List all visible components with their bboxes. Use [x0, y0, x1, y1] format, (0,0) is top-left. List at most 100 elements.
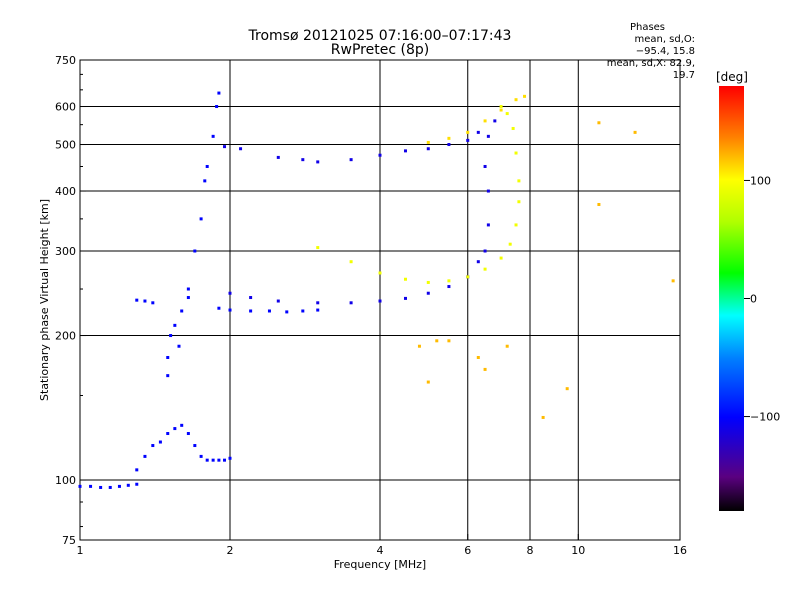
data-point: [466, 275, 470, 279]
data-point: [276, 299, 280, 303]
phase-info: Phases mean, sd,O: −95.4, 15.8 mean, sd,…: [600, 22, 695, 82]
data-point: [239, 147, 243, 151]
data-point: [426, 380, 430, 384]
data-point: [511, 126, 515, 130]
x-tick-label: 8: [527, 544, 534, 557]
data-point: [193, 444, 197, 448]
x-tick-label: 4: [377, 544, 384, 557]
data-point: [486, 189, 490, 193]
data-point: [378, 153, 382, 157]
data-point: [186, 287, 190, 291]
data-point: [223, 458, 227, 462]
data-point: [403, 296, 407, 300]
grid-lines: [80, 60, 680, 540]
data-point: [166, 355, 170, 359]
data-point: [426, 280, 430, 284]
data-point: [597, 121, 601, 125]
data-point: [514, 223, 518, 227]
data-point: [126, 483, 130, 487]
data-point: [403, 277, 407, 281]
data-point: [173, 323, 177, 327]
y-axis-label: Stationary phase Virtual Height [km]: [38, 199, 51, 401]
axis-ticks: 1 2 4 6 8 10 16 75 100 200 300 400 500 600 750: [55, 54, 687, 557]
chart-subtitle: RwPretec (8p): [330, 42, 430, 58]
data-point: [483, 164, 487, 168]
y-tick-label: 100: [55, 474, 76, 487]
data-point: [476, 355, 480, 359]
x-tick-label: 2: [227, 544, 234, 557]
data-point: [285, 310, 289, 314]
data-point: [151, 444, 155, 448]
data-point: [426, 147, 430, 151]
data-point: [517, 179, 521, 183]
data-point: [447, 136, 451, 140]
data-point: [180, 423, 184, 427]
data-point: [78, 484, 82, 488]
data-point: [117, 484, 121, 488]
data-point: [199, 454, 203, 458]
data-point: [483, 249, 487, 253]
data-point: [158, 440, 162, 444]
data-point: [349, 158, 353, 162]
x-tick-label: 6: [464, 544, 471, 557]
data-point: [316, 301, 320, 305]
data-point: [99, 485, 103, 489]
colorbar-tick-label: 0: [750, 293, 757, 306]
phase-o-stats: mean, sd,O: −95.4, 15.8: [634, 34, 695, 57]
data-point: [541, 415, 545, 419]
data-point: [228, 308, 232, 312]
data-point: [215, 105, 219, 109]
colorbar-ticks: 100 0 −100: [744, 174, 780, 424]
data-point: [249, 309, 253, 313]
data-point: [223, 145, 227, 149]
data-point: [228, 456, 232, 460]
data-point: [193, 249, 197, 253]
data-point: [316, 160, 320, 164]
data-point: [466, 130, 470, 134]
x-tick-label: 1: [77, 544, 84, 557]
data-point: [203, 179, 207, 183]
y-tick-label: 300: [55, 245, 76, 258]
data-point: [508, 242, 512, 246]
colorbar: [719, 86, 744, 511]
data-point: [135, 482, 139, 486]
data-point: [378, 299, 382, 303]
x-tick-label: 16: [673, 544, 687, 557]
data-point: [426, 140, 430, 144]
data-point: [166, 432, 170, 436]
data-point: [89, 484, 93, 488]
data-point: [180, 309, 184, 313]
data-point: [301, 158, 305, 162]
data-point: [597, 202, 601, 206]
data-point: [301, 309, 305, 313]
data-point: [135, 468, 139, 472]
data-point: [476, 260, 480, 264]
colorbar-unit: [deg]: [716, 70, 748, 84]
x-axis-label: Frequency [MHz]: [334, 558, 426, 571]
x-tick-label: 10: [571, 544, 585, 557]
data-point: [476, 130, 480, 134]
data-point: [486, 223, 490, 227]
data-point: [169, 334, 173, 338]
data-point: [417, 344, 421, 348]
data-point: [499, 108, 503, 112]
data-point: [505, 344, 509, 348]
data-point: [108, 485, 112, 489]
data-point: [211, 134, 215, 138]
data-point: [447, 143, 451, 147]
data-point: [466, 138, 470, 142]
colorbar-tick-label: 100: [750, 174, 771, 187]
data-point: [447, 279, 451, 283]
data-point: [523, 94, 527, 98]
data-point: [276, 155, 280, 159]
data-point: [447, 339, 451, 343]
data-point: [517, 200, 521, 204]
data-point: [217, 306, 221, 310]
data-point: [493, 119, 497, 123]
y-tick-label: 750: [55, 54, 76, 67]
data-point: [228, 291, 232, 295]
data-point: [186, 432, 190, 436]
data-point: [483, 267, 487, 271]
data-point: [633, 130, 637, 134]
